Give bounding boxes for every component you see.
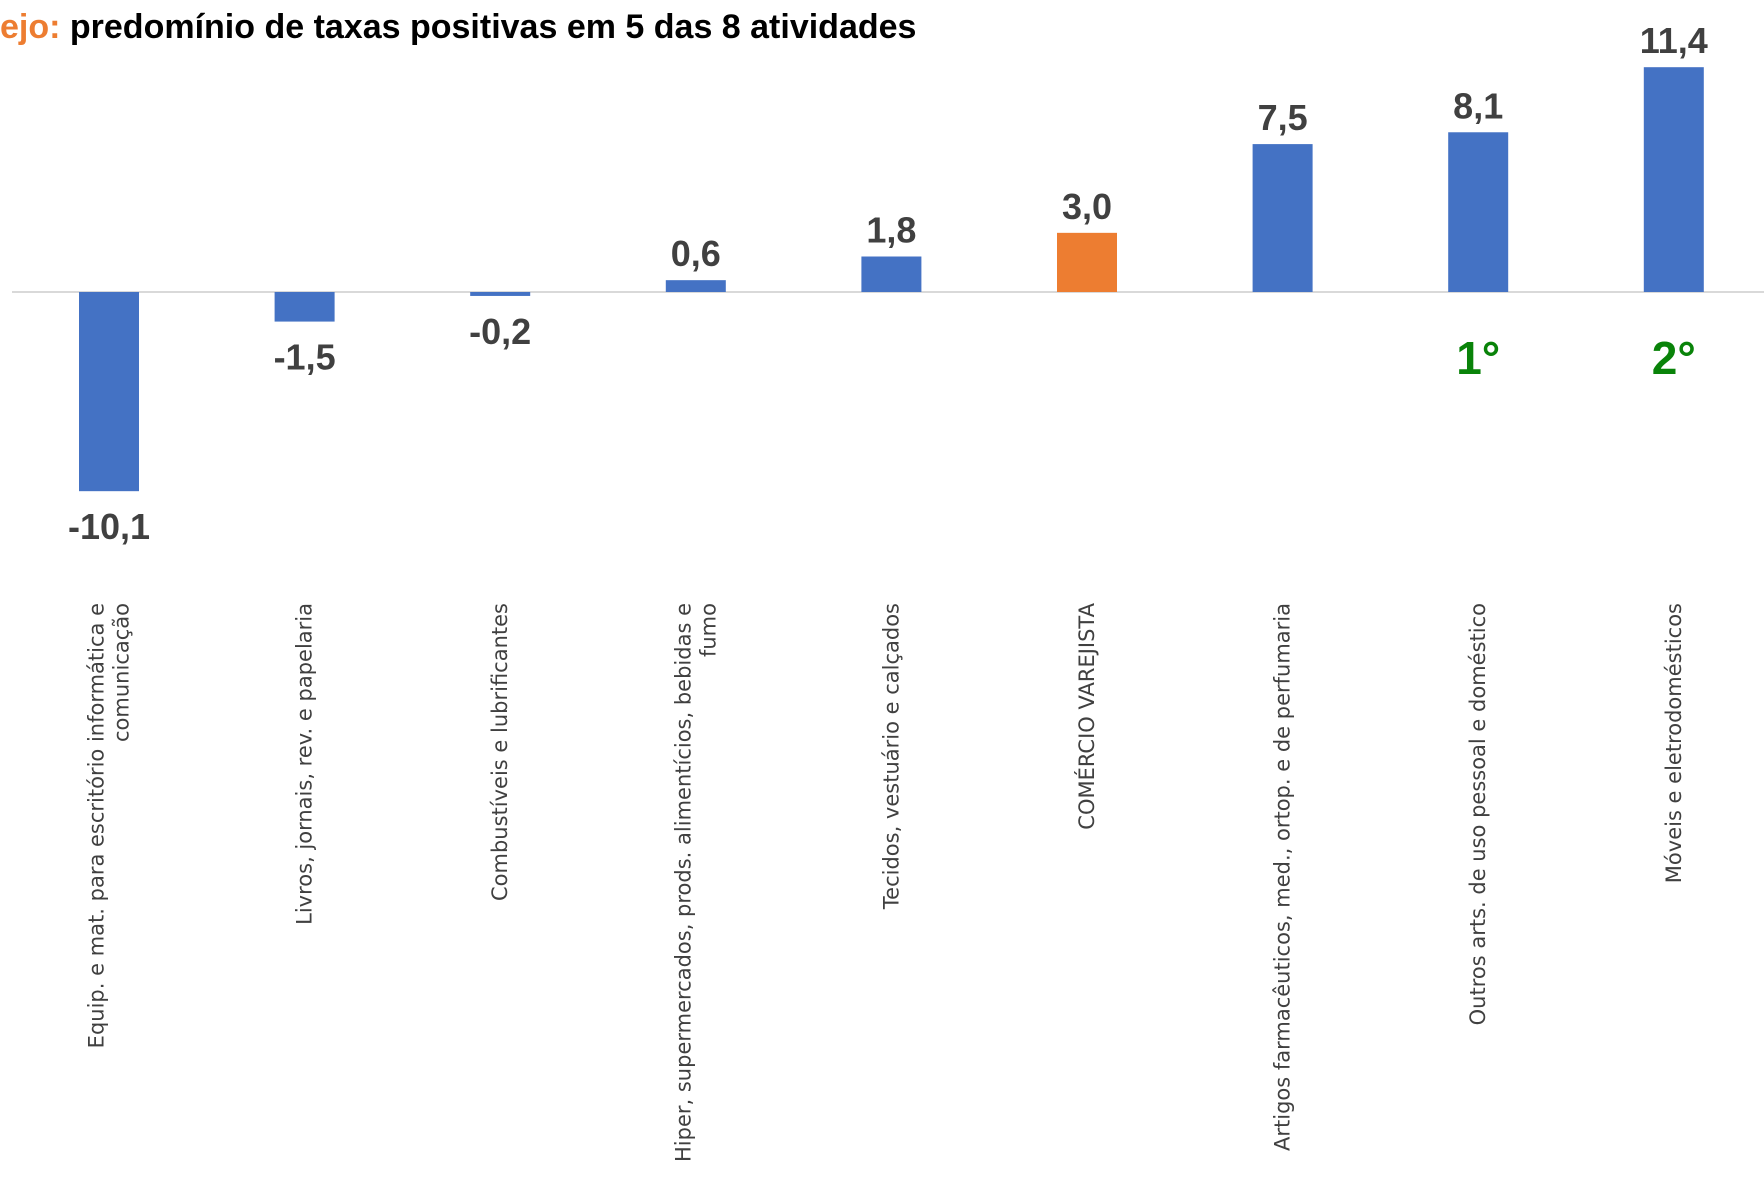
- bar: [1252, 144, 1313, 292]
- tick-label: Combustíveis e lubrificantes: [488, 603, 512, 901]
- data-label: 3,0: [1062, 186, 1112, 227]
- tick-label: Outros arts. de uso pessoal e doméstico: [1466, 603, 1490, 1025]
- tick-label: Móveis e eletrodomésticos: [1662, 603, 1686, 883]
- data-label: 8,1: [1453, 85, 1503, 126]
- tick-label: Tecidos, vestuário e calçados: [879, 603, 903, 910]
- tick-label: Artigos farmacêuticos, med., ortop. e de…: [1271, 603, 1295, 1151]
- rank-annotation: 1°: [1456, 332, 1500, 384]
- category-label: Outros arts. de uso pessoal e doméstico: [1466, 603, 1490, 1025]
- chart-title: ejo: predomínio de taxas positivas em 5 …: [0, 8, 916, 47]
- title-text: predomínio de taxas positivas em 5 das 8…: [60, 8, 917, 46]
- bar: [1448, 132, 1509, 292]
- bar: [1643, 67, 1704, 292]
- title-highlight: ejo:: [0, 8, 61, 46]
- category-label: Móveis e eletrodomésticos: [1662, 603, 1686, 883]
- tick-label: Livros, jornais, rev. e papelaria: [293, 603, 317, 925]
- bar: [665, 280, 726, 292]
- bar: [79, 292, 139, 492]
- tick-label: Equip. e mat. para escritório informátic…: [85, 603, 109, 1048]
- category-label: Equip. e mat. para escritório informátic…: [85, 603, 134, 1048]
- bar: [861, 256, 922, 292]
- category-label: Tecidos, vestuário e calçados: [879, 603, 903, 910]
- category-label: Artigos farmacêuticos, med., ortop. e de…: [1271, 603, 1295, 1151]
- data-label: 1,8: [866, 210, 916, 251]
- data-label: 11,4: [1640, 20, 1708, 61]
- rank-annotation: 2°: [1652, 332, 1696, 384]
- data-label: -0,2: [469, 311, 531, 352]
- data-label: -1,5: [274, 337, 336, 378]
- category-label: Combustíveis e lubrificantes: [488, 603, 512, 901]
- data-label: -10,1: [68, 506, 150, 547]
- data-label: 7,5: [1258, 97, 1308, 138]
- category-label: COMÉRCIO VAREJISTA: [1074, 602, 1099, 829]
- data-label: 0,6: [671, 233, 721, 274]
- tick-label: COMÉRCIO VAREJISTA: [1074, 602, 1099, 829]
- bar: [1057, 232, 1117, 292]
- tick-label: comunicação: [110, 603, 134, 742]
- tick-label: fumo: [696, 603, 720, 657]
- category-label: Livros, jornais, rev. e papelaria: [293, 603, 317, 925]
- bar: [274, 292, 335, 322]
- category-label: Hiper, supermercados, prods. alimentício…: [671, 603, 720, 1162]
- tick-label: Hiper, supermercados, prods. alimentício…: [671, 603, 695, 1162]
- bar: [470, 292, 531, 296]
